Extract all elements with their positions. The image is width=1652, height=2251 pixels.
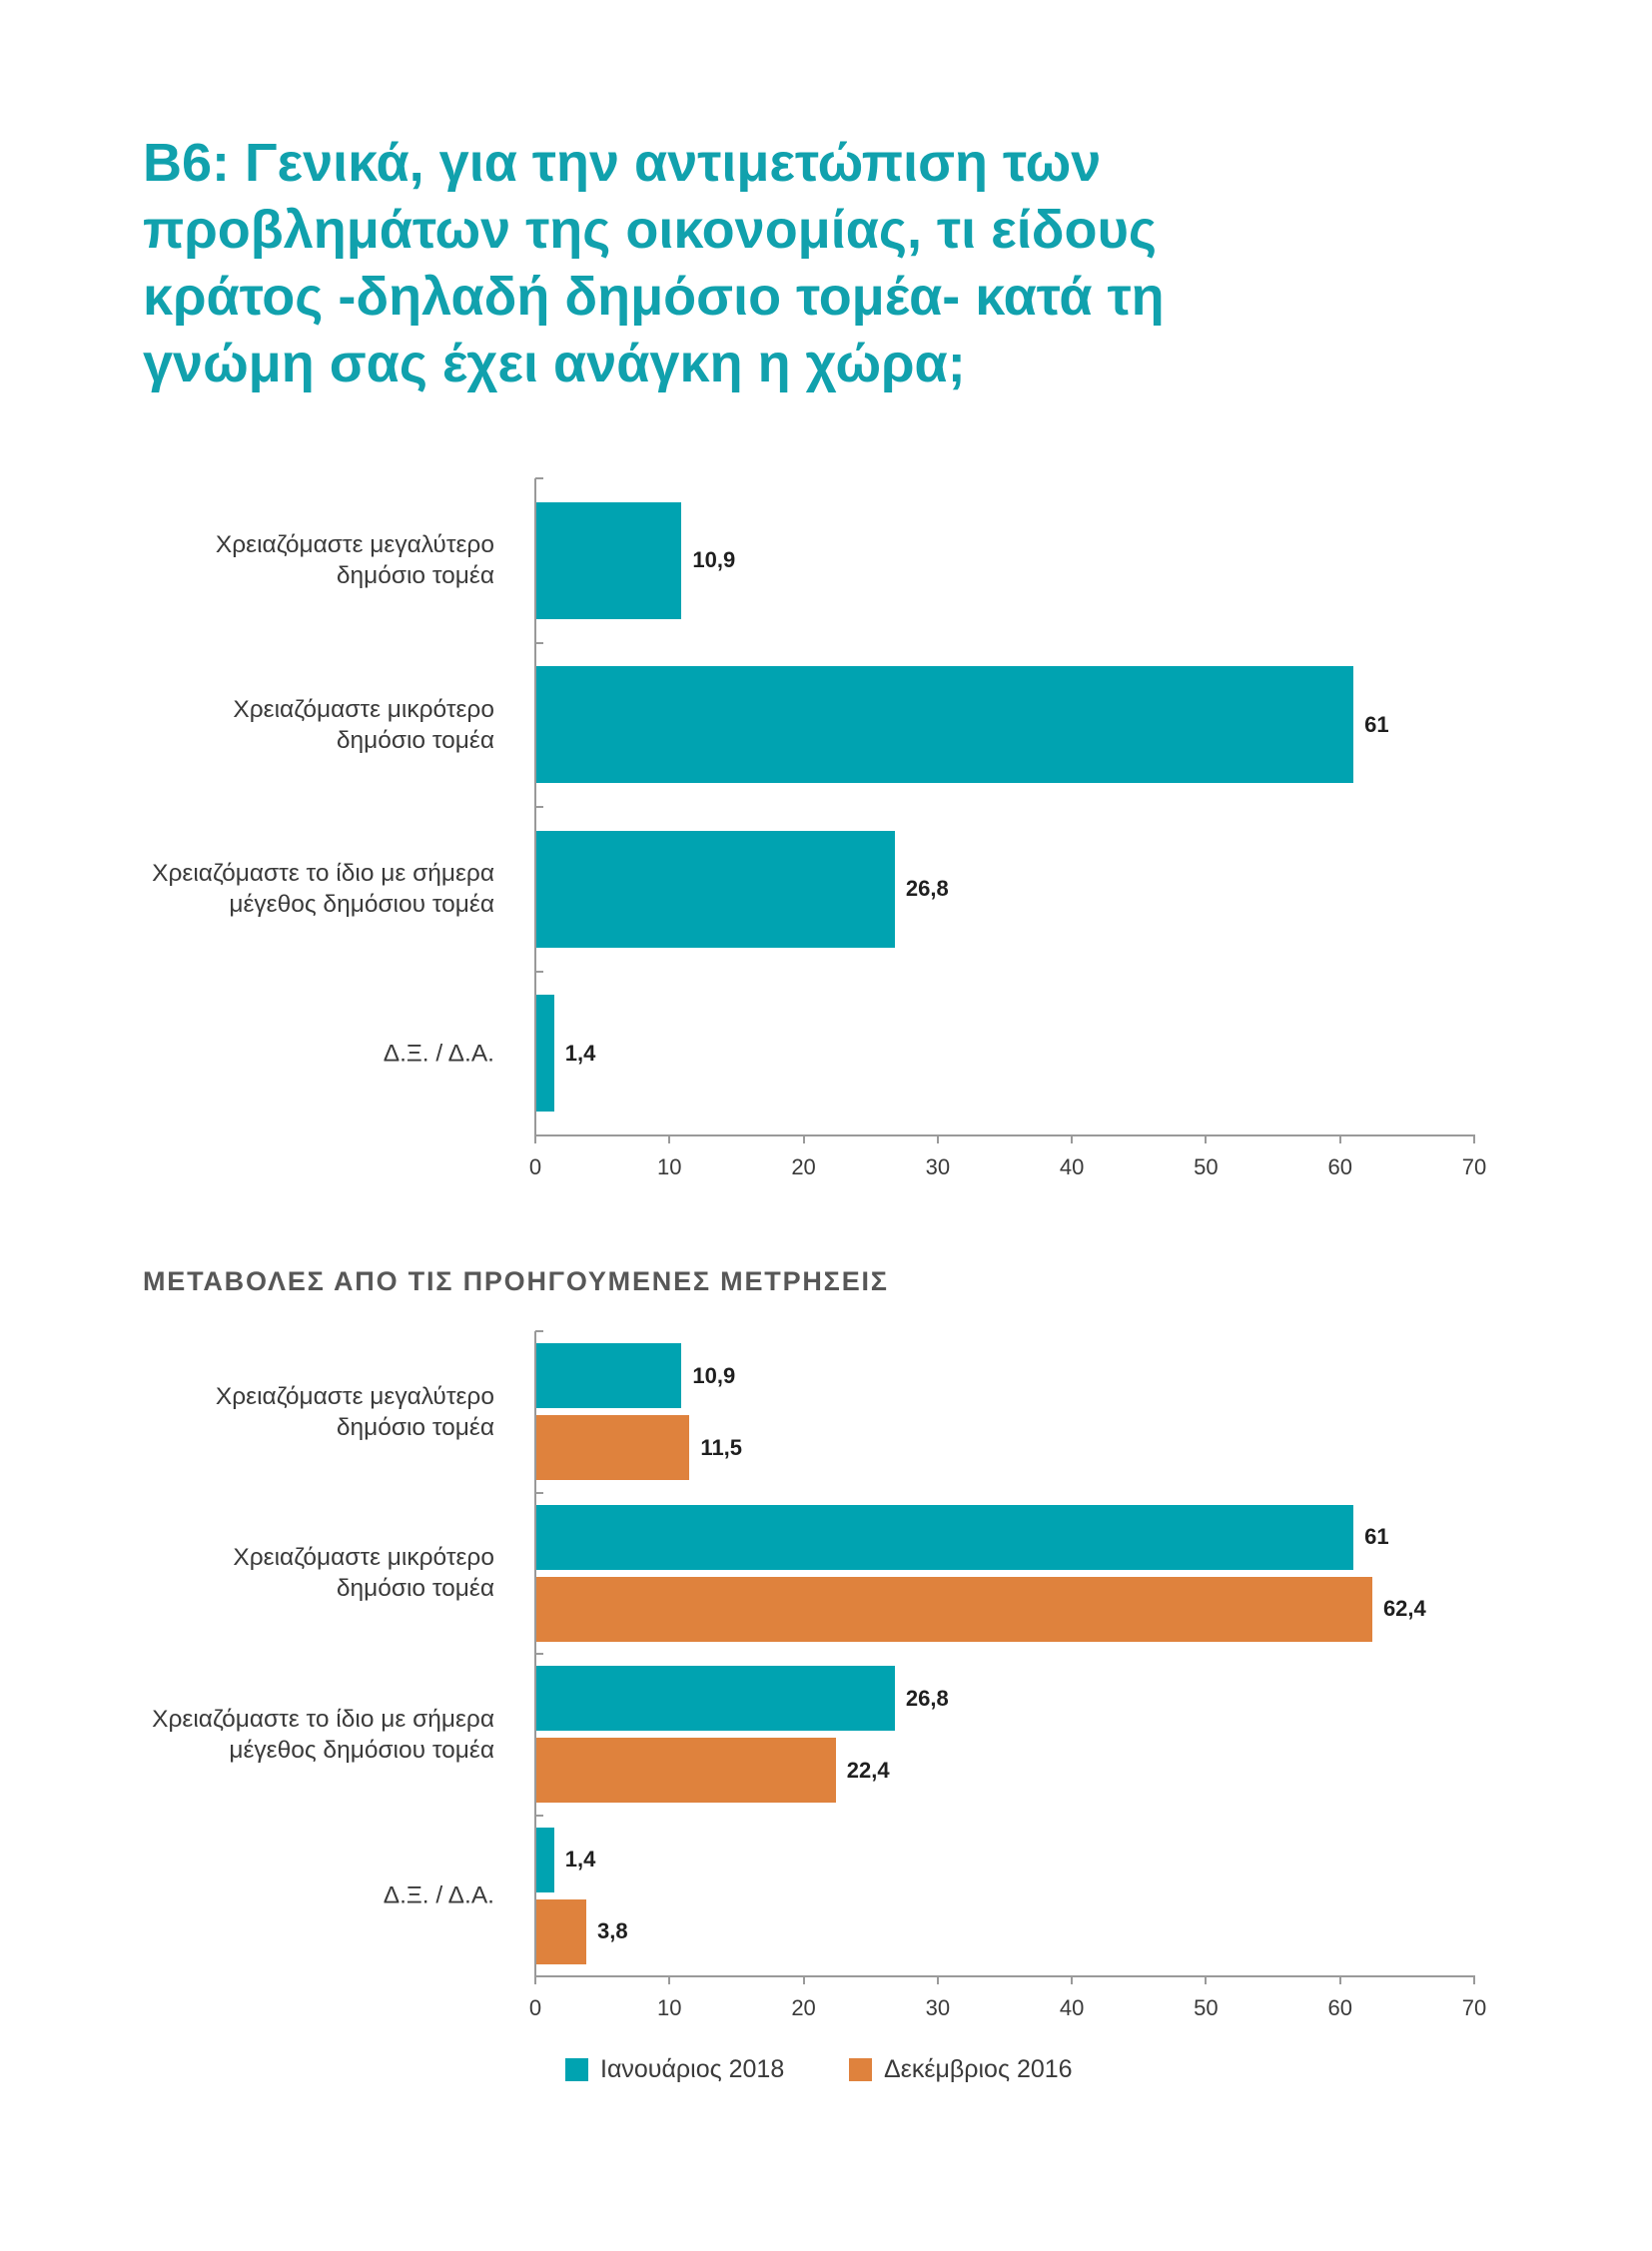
x-axis-tick — [668, 1135, 671, 1143]
x-tick-label: 20 — [791, 1154, 816, 1179]
x-axis-tick — [802, 1135, 805, 1143]
x-axis-tick — [1338, 1135, 1341, 1143]
x-axis-line — [534, 1134, 1475, 1136]
x-axis-line — [534, 1975, 1475, 1977]
bar — [536, 995, 554, 1113]
x-tick-label: 40 — [1059, 1154, 1085, 1179]
bar — [536, 1415, 690, 1481]
x-tick-label: 0 — [528, 1154, 542, 1179]
value-label: 61 — [1364, 1524, 1389, 1550]
y-axis-tick — [535, 1653, 543, 1655]
category-label: Χρειαζόμαστε μικρότερο δημόσιο τομέα — [233, 695, 494, 754]
legend-swatch-orange — [849, 2057, 872, 2081]
bar — [536, 1666, 895, 1732]
value-label: 1,4 — [564, 1847, 596, 1873]
x-axis-tick — [936, 1135, 939, 1143]
value-label: 26,8 — [905, 1685, 949, 1711]
x-axis-tick — [1205, 1135, 1208, 1143]
bar — [536, 1504, 1354, 1570]
bar — [536, 1898, 587, 1964]
x-tick-label: 40 — [1059, 1995, 1085, 2020]
bar — [536, 1343, 682, 1409]
x-axis-tick — [1473, 1135, 1475, 1143]
category-label: Χρειαζόμαστε μεγαλύτερο δημόσιο τομέα — [215, 1382, 494, 1441]
x-tick-label: 60 — [1327, 1154, 1352, 1179]
x-tick-label: 70 — [1461, 1154, 1487, 1179]
y-axis-tick — [535, 1330, 543, 1332]
value-label: 1,4 — [564, 1040, 596, 1066]
x-axis-tick — [1473, 1976, 1475, 1984]
x-axis-tick — [1071, 1976, 1074, 1984]
x-tick-label: 10 — [657, 1154, 682, 1179]
category-label: Χρειαζόμαστε μεγαλύτερο δημόσιο τομέα — [215, 531, 494, 590]
x-tick-label: 50 — [1194, 1995, 1219, 2020]
x-axis-tick — [1205, 1976, 1208, 1984]
bar-chart-current: Χρειαζόμαστε μεγαλύτερο δημόσιο τομέα 10,… — [0, 477, 1652, 1185]
y-axis-tick — [535, 1491, 543, 1494]
y-axis-tick — [535, 1814, 543, 1817]
bar — [536, 1738, 836, 1804]
legend-item-january-2018: Ιανουάριος 2018 — [565, 2054, 784, 2084]
legend-label: Ιανουάριος 2018 — [600, 2054, 785, 2083]
x-axis-tick — [1338, 1976, 1341, 1984]
value-label: 62,4 — [1382, 1596, 1426, 1622]
value-label: 61 — [1364, 711, 1389, 737]
y-axis-tick — [535, 641, 543, 644]
x-tick-label: 0 — [528, 1995, 542, 2020]
bar — [536, 501, 682, 619]
value-label: 11,5 — [700, 1434, 743, 1460]
x-axis-tick — [936, 1976, 939, 1984]
value-label: 22,4 — [846, 1757, 890, 1783]
y-axis-tick — [535, 806, 543, 808]
category-label: Δ.Ξ. / Δ.Α. — [383, 1881, 494, 1909]
bar — [536, 1827, 554, 1892]
legend-item-december-2016: Δεκέμβριος 2016 — [849, 2054, 1073, 2084]
x-tick-label: 70 — [1461, 1995, 1487, 2020]
value-label: 26,8 — [905, 876, 949, 902]
x-axis-tick — [534, 1976, 536, 1984]
y-axis-line — [534, 478, 536, 1135]
value-label: 10,9 — [692, 547, 736, 573]
category-label: Χρειαζόμαστε το ίδιο με σήμερα μέγεθος δ… — [152, 860, 494, 919]
x-tick-label: 60 — [1327, 1995, 1352, 2020]
y-axis-tick — [535, 477, 543, 479]
y-axis-line — [534, 1331, 536, 1976]
x-tick-label: 30 — [925, 1995, 951, 2020]
x-axis-tick — [534, 1135, 536, 1143]
x-axis-tick — [802, 1976, 805, 1984]
bar-chart-comparison: Χρειαζόμαστε μεγαλύτερο δημόσιο τομέα 10,… — [0, 1330, 1652, 2030]
category-label: Χρειαζόμαστε το ίδιο με σήμερα μέγεθος δ… — [152, 1705, 494, 1764]
bar — [536, 666, 1354, 784]
x-axis-tick — [668, 1976, 671, 1984]
comparison-chart-title: ΜΕΤΑΒΟΛΕΣ ΑΠΟ ΤΙΣ ΠΡΟΗΓΟΥΜΕΝΕΣ ΜΕΤΡΗΣΕΙΣ — [143, 1266, 889, 1296]
x-axis-tick — [1071, 1135, 1074, 1143]
x-tick-label: 10 — [657, 1995, 682, 2020]
y-axis-tick — [535, 970, 543, 973]
value-label: 10,9 — [692, 1362, 736, 1388]
bar — [536, 1576, 1372, 1642]
x-tick-label: 20 — [791, 1995, 816, 2020]
x-tick-label: 50 — [1194, 1154, 1219, 1179]
bar — [536, 830, 895, 948]
category-label: Δ.Ξ. / Δ.Α. — [383, 1040, 494, 1068]
value-label: 3,8 — [597, 1918, 628, 1944]
category-label: Χρειαζόμαστε μικρότερο δημόσιο τομέα — [233, 1544, 494, 1603]
legend-label: Δεκέμβριος 2016 — [884, 2054, 1073, 2083]
page-title: B6: Γενικά, για την αντιμετώπιση των προ… — [143, 133, 1165, 393]
x-tick-label: 30 — [925, 1154, 951, 1179]
legend-swatch-teal — [565, 2057, 588, 2081]
